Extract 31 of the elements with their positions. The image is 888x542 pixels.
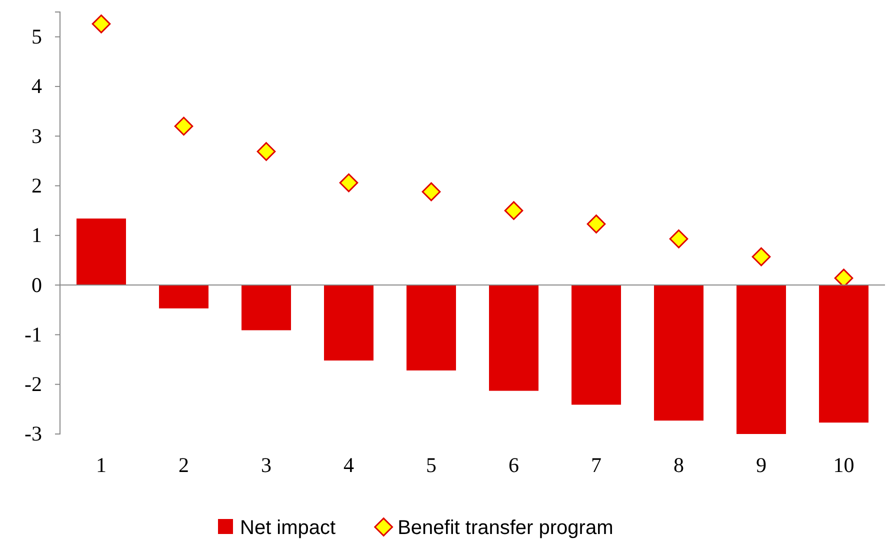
y-tick-label: -3 — [24, 422, 42, 446]
x-tick-label: 5 — [426, 452, 436, 477]
point — [256, 142, 276, 161]
x-tick-label: 1 — [96, 452, 106, 477]
x-tick-label: 9 — [756, 452, 766, 477]
y-tick-label: 5 — [32, 24, 42, 49]
x-tick-label: 2 — [178, 452, 189, 477]
x-tick-label: 8 — [674, 452, 684, 477]
point — [586, 214, 606, 234]
x-tick-label: 7 — [591, 452, 602, 477]
point — [339, 173, 358, 192]
point — [504, 201, 524, 220]
y-tick-label: 2 — [32, 173, 42, 198]
point — [422, 182, 441, 202]
x-tick-label: 10 — [833, 452, 854, 477]
point — [92, 14, 111, 34]
point — [174, 116, 194, 136]
x-tick-label: 4 — [344, 452, 354, 477]
legend-label: Net impact — [240, 517, 336, 539]
y-tick-label: -2 — [24, 372, 42, 396]
y-tick-label: 0 — [32, 272, 42, 297]
point — [669, 229, 688, 248]
y-tick-label: 3 — [32, 124, 42, 148]
legend-label: Benefit transfer program — [398, 517, 614, 539]
x-tick-label: 3 — [261, 452, 272, 477]
y-tick-label: 1 — [32, 223, 42, 248]
point — [834, 268, 854, 288]
y-tick-label: -1 — [24, 322, 42, 346]
point — [752, 247, 771, 266]
y-tick-label: 4 — [32, 74, 42, 98]
x-tick-label: 6 — [508, 452, 519, 477]
